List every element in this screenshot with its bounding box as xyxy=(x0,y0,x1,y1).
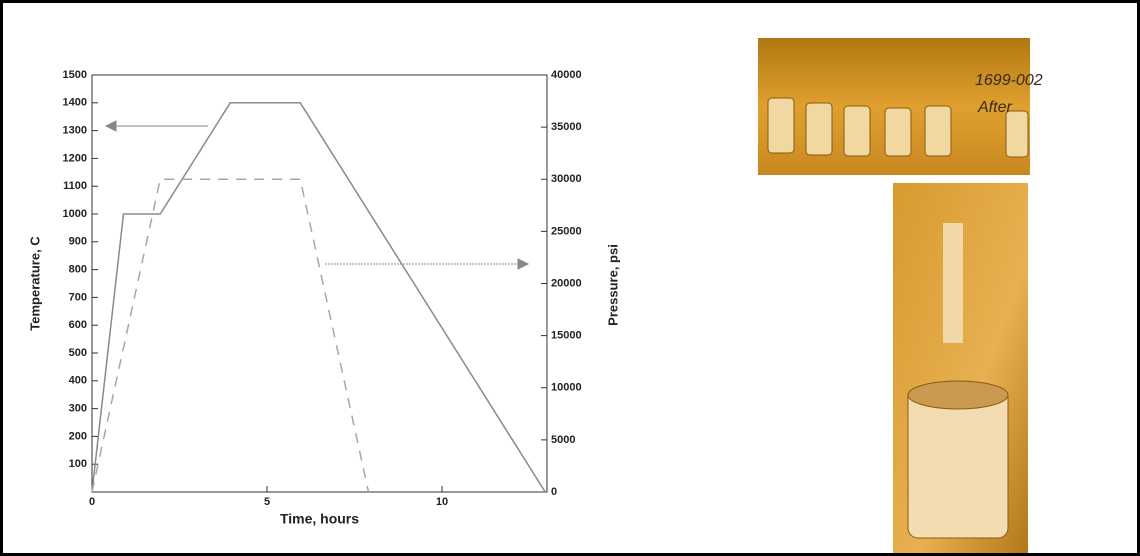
y-tick-label: 500 xyxy=(69,347,87,359)
y2-axis-label: Pressure, psi xyxy=(605,244,620,326)
y-tick-label: 700 xyxy=(69,291,87,303)
y-tick-label: 800 xyxy=(69,264,87,276)
y-tick-label: 1500 xyxy=(63,69,87,81)
photo-text: After xyxy=(977,99,1012,116)
series-line xyxy=(91,102,546,493)
y-axis-label: Temperature, C xyxy=(27,236,42,331)
y-tick-label: 300 xyxy=(69,403,87,415)
y2-tick-label: 10000 xyxy=(551,382,582,394)
y2-tick-label: 5000 xyxy=(551,434,575,446)
chart: 1699-002 After 1002003004005006007008009… xyxy=(27,38,1043,553)
x-tick-label: 5 xyxy=(264,496,270,508)
y-tick-label: 1000 xyxy=(63,208,87,220)
y-tick-label: 900 xyxy=(69,236,87,248)
y2-tick-label: 15000 xyxy=(551,330,582,342)
y2-tick-label: 0 xyxy=(551,486,557,498)
y-tick-label: 1300 xyxy=(63,125,87,137)
y-tick-label: 100 xyxy=(69,458,87,470)
photo-text: 1699-002 xyxy=(975,72,1043,89)
y-tick-label: 1400 xyxy=(63,97,87,109)
y2-tick-label: 30000 xyxy=(551,173,582,185)
y-tick-label: 1200 xyxy=(63,152,87,164)
x-tick-label: 0 xyxy=(89,496,95,508)
photo-top: 1699-002 After xyxy=(758,38,1043,175)
y-tick-label: 600 xyxy=(69,319,87,331)
annotation-arrows xyxy=(104,120,530,270)
y2-tick-label: 40000 xyxy=(551,69,582,81)
series-line xyxy=(91,178,370,493)
photo-bottom xyxy=(893,183,1028,553)
x-axis-label: Time, hours xyxy=(280,511,359,527)
y2-tick-label: 20000 xyxy=(551,277,582,289)
plot-area xyxy=(91,74,548,493)
y-tick-label: 1100 xyxy=(63,180,87,192)
y-tick-label: 200 xyxy=(69,430,87,442)
y2-tick-label: 25000 xyxy=(551,225,582,237)
y2-tick-label: 35000 xyxy=(551,121,582,133)
x-tick-label: 10 xyxy=(436,496,448,508)
y-tick-label: 400 xyxy=(69,375,87,387)
